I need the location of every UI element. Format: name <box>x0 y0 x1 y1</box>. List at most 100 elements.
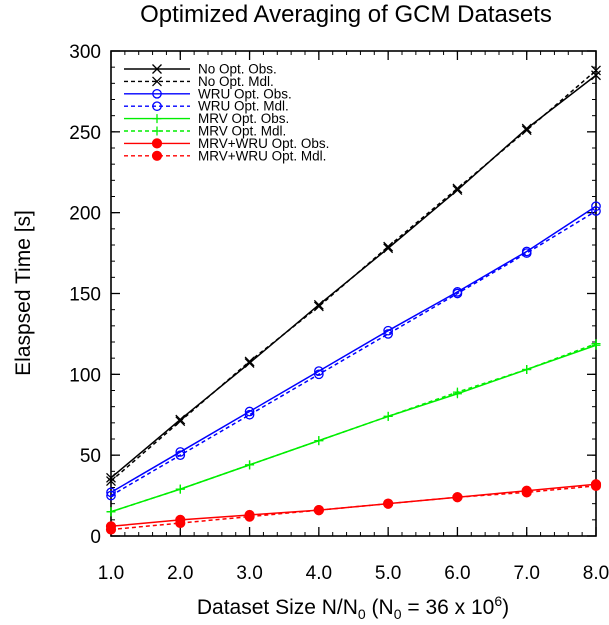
data-point <box>521 125 532 136</box>
x-label-open: (N <box>366 596 394 619</box>
legend-item: MRV+WRU Opt. Mdl. <box>124 148 326 163</box>
chart-title: Optimized Averaging of GCM Datasets <box>140 1 552 28</box>
y-axis-label: Elaspsed Time [s] <box>12 210 35 376</box>
legend-item: No Opt. Mdl. <box>124 74 274 89</box>
data-point <box>521 123 532 134</box>
data-point <box>313 505 324 516</box>
x-label-main: Dataset Size N/N <box>197 596 358 619</box>
x-tick-label: 1.0 <box>98 563 124 584</box>
legend: No Opt. Obs.No Opt. Mdl.WRU Opt. Obs.WRU… <box>124 62 329 163</box>
data-point <box>313 301 324 312</box>
data-point <box>452 387 462 397</box>
x-tick-label: 8.0 <box>583 563 609 584</box>
x-tick-label: 3.0 <box>236 563 262 584</box>
series-2 <box>106 201 601 498</box>
data-point <box>106 490 116 501</box>
series-line <box>110 69 597 482</box>
y-tick-label: 100 <box>69 365 101 386</box>
data-point <box>106 472 116 483</box>
y-tick-label: 300 <box>69 42 101 63</box>
series-line <box>110 210 597 497</box>
data-point <box>383 325 393 336</box>
y-tick-label: 250 <box>69 123 101 144</box>
legend-item: WRU Opt. Obs. <box>124 86 292 101</box>
data-point <box>244 406 255 417</box>
legend-marker <box>152 126 162 136</box>
data-point <box>175 414 186 425</box>
legend-marker <box>152 88 162 99</box>
legend-label: MRV Opt. Obs. <box>198 111 289 126</box>
data-point <box>452 183 463 194</box>
series-7 <box>105 480 602 535</box>
legend-marker <box>151 138 163 149</box>
data-point <box>244 358 255 368</box>
series-line <box>110 483 597 528</box>
legend-item: MRV+WRU Opt. Obs. <box>124 136 329 151</box>
legend-marker <box>152 64 162 74</box>
data-point <box>452 288 463 299</box>
legend-item: WRU Opt. Mdl. <box>124 99 289 114</box>
series-line <box>110 342 597 513</box>
legend-label: No Opt. Obs. <box>198 62 277 77</box>
legend-label: MRV Opt. Mdl. <box>198 124 286 139</box>
legend-item: MRV Opt. Obs. <box>124 111 289 126</box>
plot-frame <box>110 50 597 537</box>
data-point <box>591 201 601 212</box>
data-point <box>591 65 601 76</box>
x-label-sup: 6 <box>494 593 502 609</box>
data-point <box>245 460 255 470</box>
y-axis: 0 50 100 150 200 250 300 <box>69 42 596 548</box>
y-tick-label: 200 <box>69 204 101 225</box>
legend-marker <box>152 76 162 87</box>
legend-label: WRU Opt. Mdl. <box>198 99 289 114</box>
data-point <box>522 364 532 374</box>
x-tick-label: 4.0 <box>306 563 332 584</box>
y-tick-label: 150 <box>69 285 101 306</box>
data-point <box>314 369 324 380</box>
data-point <box>175 517 186 529</box>
legend-item: No Opt. Obs. <box>124 62 277 77</box>
data-point <box>383 498 394 509</box>
x-label-close: ) <box>502 596 509 619</box>
x-tick-label: 2.0 <box>167 563 193 584</box>
data-point <box>175 450 186 461</box>
data-point <box>383 241 394 252</box>
data-point <box>244 511 255 522</box>
series-line <box>110 205 597 493</box>
x-tick-label: 6.0 <box>444 563 470 584</box>
data-point <box>175 416 186 427</box>
data-point <box>383 243 394 254</box>
data-point <box>383 411 393 421</box>
x-axis-label: Dataset Size N/N0 (N0 = 36 x 106) <box>197 593 509 622</box>
data-point <box>175 484 185 494</box>
series-5 <box>106 339 601 517</box>
data-point <box>106 476 116 486</box>
legend-item: MRV Opt. Mdl. <box>124 124 286 139</box>
x-label-mid: = 36 x 10 <box>402 596 495 619</box>
legend-label: MRV+WRU Opt. Obs. <box>198 136 329 151</box>
x-tick-label: 5.0 <box>375 563 401 584</box>
legend-label: WRU Opt. Obs. <box>198 86 292 101</box>
y-tick-label: 50 <box>80 446 101 467</box>
x-label-sub1: 0 <box>394 606 402 622</box>
legend-label: No Opt. Mdl. <box>198 74 274 89</box>
data-point <box>452 492 463 503</box>
data-point <box>591 339 601 349</box>
series-3 <box>106 206 601 501</box>
series-1 <box>106 65 601 486</box>
legend-label: MRV+WRU Opt. Mdl. <box>198 148 326 163</box>
data-point <box>521 248 532 258</box>
legend-marker <box>152 101 162 112</box>
data-point <box>590 480 602 491</box>
data-point <box>313 299 324 310</box>
data-point <box>106 507 116 517</box>
data-point <box>314 436 324 446</box>
x-axis: 1.0 2.0 3.0 4.0 5.0 6.0 7.0 8.0 <box>98 51 609 584</box>
data-point <box>452 185 463 195</box>
x-tick-label: 7.0 <box>514 563 540 584</box>
legend-marker <box>151 150 163 161</box>
series-layer <box>105 65 602 535</box>
data-point <box>521 487 532 498</box>
y-tick-label: 0 <box>90 527 101 548</box>
